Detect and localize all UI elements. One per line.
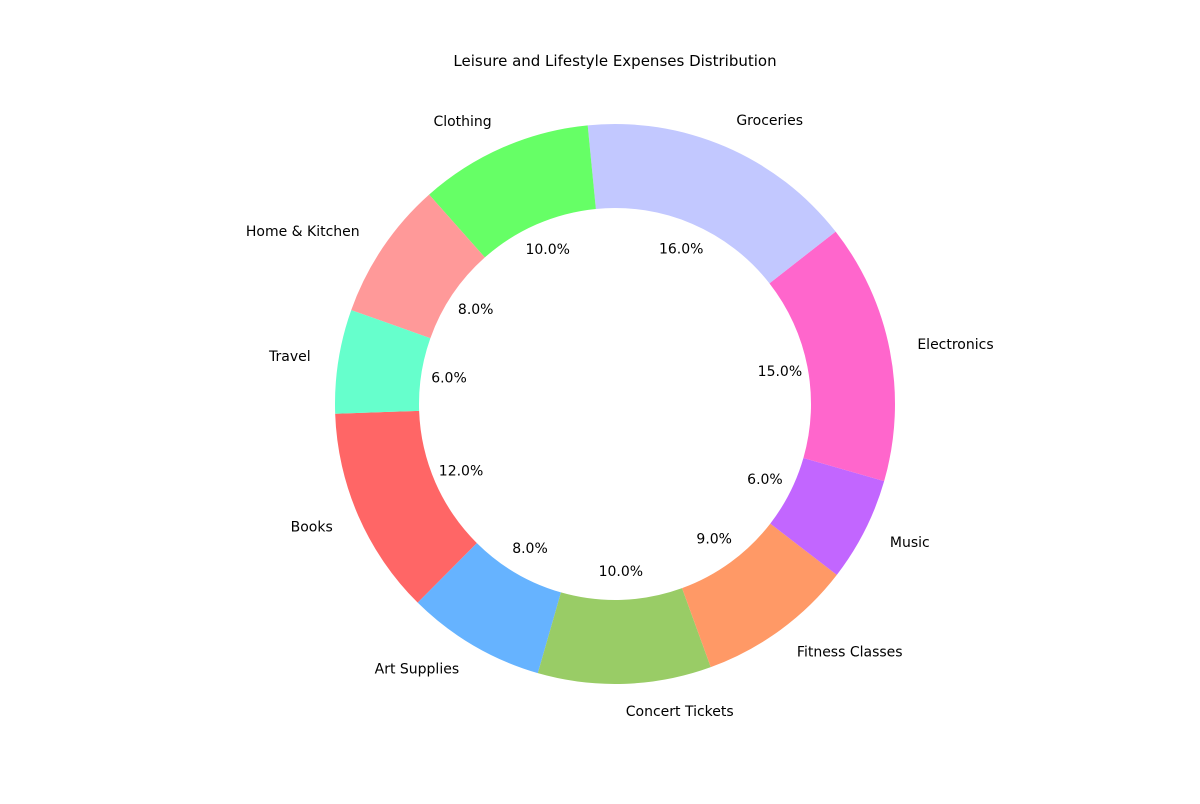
percent-label-home-and-kitchen: 8.0% xyxy=(458,302,494,318)
slice-label-clothing: Clothing xyxy=(433,114,491,130)
slice-art-supplies xyxy=(417,543,561,674)
slice-label-books: Books xyxy=(291,519,333,535)
percent-label-art-supplies: 8.0% xyxy=(512,541,548,557)
slice-books xyxy=(335,410,477,603)
slice-label-travel: Travel xyxy=(268,349,311,365)
percent-label-groceries: 16.0% xyxy=(659,242,703,258)
slice-concert-tickets xyxy=(537,588,711,684)
slice-music xyxy=(770,458,885,575)
slice-electronics xyxy=(769,231,895,482)
percent-label-books: 12.0% xyxy=(439,463,483,479)
slice-label-fitness-classes: Fitness Classes xyxy=(797,645,903,661)
percent-label-electronics: 15.0% xyxy=(758,364,802,380)
percent-label-clothing: 10.0% xyxy=(525,242,569,258)
chart-title: Leisure and Lifestyle Expenses Distribut… xyxy=(453,52,777,70)
slice-label-home-and-kitchen: Home & Kitchen xyxy=(246,224,360,240)
slice-travel xyxy=(334,310,431,414)
percent-label-fitness-classes: 9.0% xyxy=(696,532,732,548)
slice-label-music: Music xyxy=(890,535,930,551)
slice-groceries xyxy=(587,124,836,284)
slice-label-art-supplies: Art Supplies xyxy=(375,662,460,678)
slice-home-and-kitchen xyxy=(351,194,485,339)
slice-fitness-classes xyxy=(682,523,837,668)
percent-label-concert-tickets: 10.0% xyxy=(599,564,643,580)
percent-label-music: 6.0% xyxy=(747,472,783,488)
percent-label-travel: 6.0% xyxy=(431,370,467,386)
slice-clothing xyxy=(429,125,596,258)
slice-label-electronics: Electronics xyxy=(917,337,993,353)
slice-label-groceries: Groceries xyxy=(736,113,803,129)
slice-label-concert-tickets: Concert Tickets xyxy=(626,704,734,720)
